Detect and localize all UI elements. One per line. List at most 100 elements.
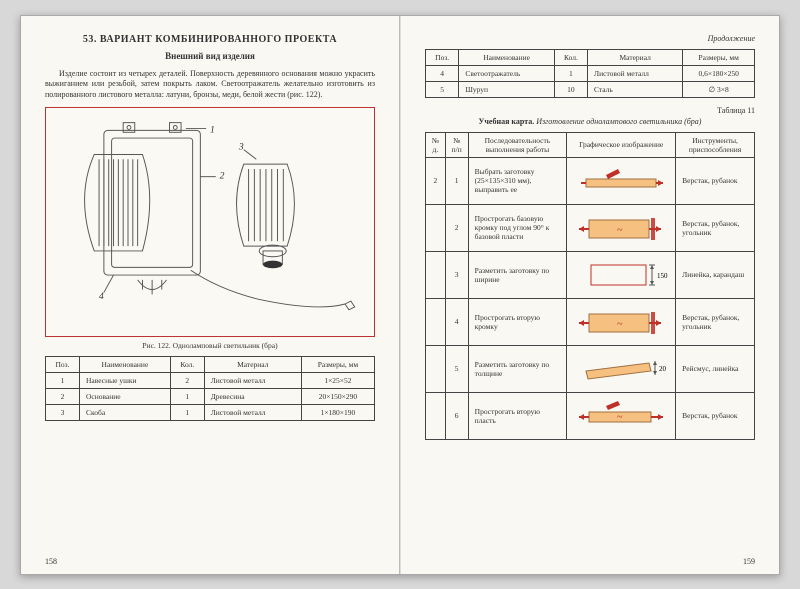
table-header: Кол. [170,356,204,372]
svg-text:~: ~ [617,319,623,330]
table-cell: Выбрать заготовку (25×135×310 мм), выпра… [468,157,567,204]
table-row: 2Основание1Древесина20×150×290 [46,388,375,404]
table-row: 3Скоба1Листовой металл1×180×190 [46,404,375,420]
table-11-caption: Учебная карта. Изготовление одноламповог… [425,117,755,126]
table-cell: 1×180×190 [301,404,374,420]
parts-table-right: Поз.НаименованиеКол.МатериалРазмеры, мм … [425,49,755,98]
table-header: Размеры, мм [301,356,374,372]
table-cell: ~ [567,298,676,345]
table-cell: Листовой металл [204,372,301,388]
table-header: № п/п [445,132,468,157]
table-header: Материал [588,49,683,65]
continuation-label: Продолжение [425,34,755,43]
table-cell: Основание [79,388,170,404]
table-cell: Листовой металл [204,404,301,420]
table-cell: 3 [445,251,468,298]
table-cell: 4 [445,298,468,345]
table-header: № д. [426,132,446,157]
table-header: Поз. [46,356,80,372]
table-cell: Прострогать базовую кромку под углом 90°… [468,204,567,251]
caption-text: Изготовление однолампового светильника (… [536,117,701,126]
table-cell [426,392,446,439]
page-right: Продолжение Поз.НаименованиеКол.Материал… [400,16,779,574]
section-title: 53. ВАРИАНТ КОМБИНИРОВАННОГО ПРОЕКТА [45,34,375,45]
table-cell [426,251,446,298]
section-num: 53. [83,34,97,45]
table-cell: Прострогать вторую кромку [468,298,567,345]
caption-prefix: Учебная карта. [479,117,535,126]
table-row: 2Прострогать базовую кромку под углом 90… [426,204,755,251]
svg-text:4: 4 [99,291,104,302]
table-cell: 2 [445,204,468,251]
table-row: 21Выбрать заготовку (25×135×310 мм), вып… [426,157,755,204]
table-cell: Сталь [588,81,683,97]
table-cell: 0,6×180×250 [683,65,755,81]
table-cell: 3 [46,404,80,420]
table-header: Графическое изображение [567,132,676,157]
table-row: 5Разметить заготовку по толщине 20Рейсму… [426,345,755,392]
table-cell: 1×25×52 [301,372,374,388]
table-cell: Светоотражатель [459,65,555,81]
table-cell: 5 [426,81,459,97]
table-cell: Навесные ушки [79,372,170,388]
table-cell: 5 [445,345,468,392]
process-table: № д.№ п/пПоследовательность выполнения р… [425,132,755,440]
table-cell: 20 [567,345,676,392]
table-cell: Верстак, рубанок, угольник [676,204,755,251]
figure-122: 1 2 3 4 [45,107,375,337]
table-cell: 1 [170,388,204,404]
table-cell: ∅ 3×8 [683,81,755,97]
svg-text:~: ~ [617,412,623,423]
table-cell [426,204,446,251]
svg-text:~: ~ [617,225,623,236]
section-title-text: ВАРИАНТ КОМБИНИРОВАННОГО ПРОЕКТА [100,34,337,45]
table-header: Материал [204,356,301,372]
table-cell: Шуруп [459,81,555,97]
table-row: 3Разметить заготовку по ширине 150 Линейк… [426,251,755,298]
table-cell: Скоба [79,404,170,420]
table-header: Наименование [79,356,170,372]
table-cell: 20×150×290 [301,388,374,404]
svg-text:3: 3 [238,142,244,153]
table-row: 1Навесные ушки2Листовой металл1×25×52 [46,372,375,388]
table-row: 5Шуруп10Сталь∅ 3×8 [426,81,755,97]
table-cell: Верстак, рубанок, угольник [676,298,755,345]
table-cell: 1 [46,372,80,388]
page-left: 53. ВАРИАНТ КОМБИНИРОВАННОГО ПРОЕКТА Вне… [21,16,400,574]
table-cell: Разметить заготовку по толщине [468,345,567,392]
table-cell: Линейка, карандаш [676,251,755,298]
table-row: 4Прострогать вторую кромку ~ Верстак, ру… [426,298,755,345]
table-cell: 150 [567,251,676,298]
table-cell [567,157,676,204]
table-row: 6Прострогать вторую пласть ~ Верстак, ру… [426,392,755,439]
table-cell: 2 [170,372,204,388]
table-cell: Верстак, рубанок [676,392,755,439]
table-header: Поз. [426,49,459,65]
table-header: Размеры, мм [683,49,755,65]
table-cell: 1 [445,157,468,204]
table-header: Кол. [554,49,587,65]
svg-text:1: 1 [210,124,215,135]
page-number-left: 158 [45,557,57,566]
svg-text:2: 2 [220,170,225,181]
svg-text:150: 150 [657,272,668,280]
table-cell: 10 [554,81,587,97]
table-cell: Прострогать вторую пласть [468,392,567,439]
table-cell: 2 [46,388,80,404]
table-cell: ~ [567,204,676,251]
table-header: Последовательность выполнения работы [468,132,567,157]
subtitle: Внешний вид изделия [45,51,375,61]
table-cell [426,298,446,345]
page-number-right: 159 [743,557,755,566]
table-cell: Разметить заготовку по ширине [468,251,567,298]
intro-paragraph: Изделие состоит из четырех деталей. Пове… [45,69,375,101]
table-cell [426,345,446,392]
table-cell: ~ [567,392,676,439]
table-cell: Древесина [204,388,301,404]
figure-caption: Рис. 122. Одноламповый светильник (бра) [45,341,375,350]
table-cell: Верстак, рубанок [676,157,755,204]
table-row: 4Светоотражатель1Листовой металл0,6×180×… [426,65,755,81]
table-cell: 6 [445,392,468,439]
table-header: Наименование [459,49,555,65]
table-cell: Листовой металл [588,65,683,81]
